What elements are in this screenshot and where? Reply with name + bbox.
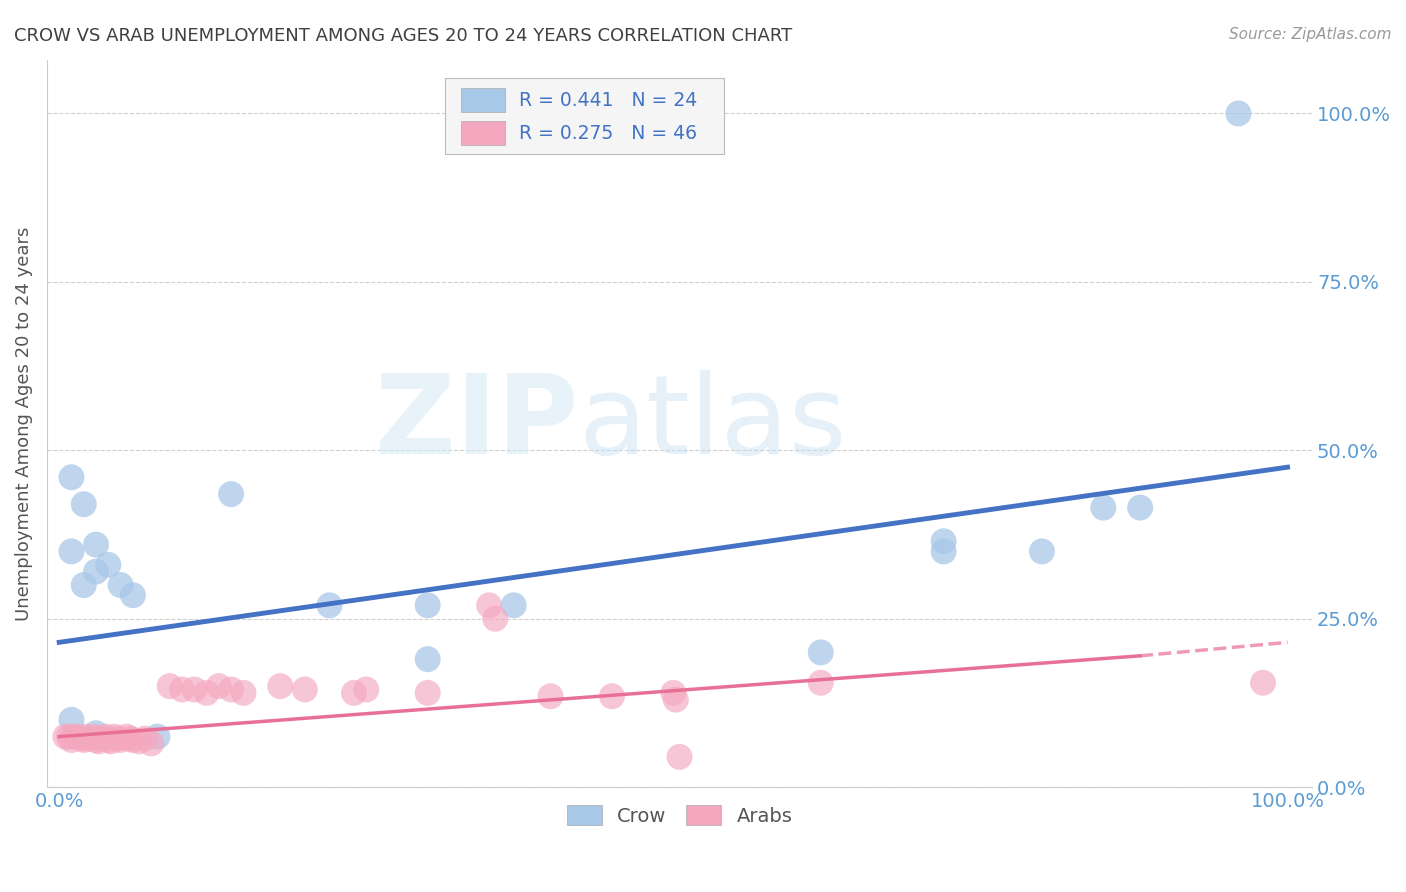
Point [63, 730, 86, 744]
Point [1251, 675, 1274, 690]
Point [97, 558, 120, 572]
Point [84, 733, 107, 747]
Point [84, 565, 107, 579]
Point [478, 599, 501, 613]
Point [219, 682, 242, 697]
Point [416, 599, 439, 613]
Point [70, 731, 93, 746]
Point [100, 734, 122, 748]
Point [94, 730, 117, 744]
Point [932, 544, 955, 558]
Point [75, 730, 97, 744]
Point [356, 682, 378, 697]
Point [662, 686, 685, 700]
Point [810, 645, 832, 659]
Point [141, 736, 163, 750]
Point [810, 675, 832, 690]
Point [502, 599, 524, 613]
Text: Source: ZipAtlas.com: Source: ZipAtlas.com [1229, 27, 1392, 42]
Point [107, 731, 129, 746]
Point [1227, 106, 1250, 120]
Point [134, 731, 156, 746]
Text: CROW VS ARAB UNEMPLOYMENT AMONG AGES 20 TO 24 YEARS CORRELATION CHART: CROW VS ARAB UNEMPLOYMENT AMONG AGES 20 … [14, 27, 793, 45]
Point [232, 686, 254, 700]
Point [1092, 500, 1115, 515]
Point [60, 733, 83, 747]
Point [208, 679, 231, 693]
Point [84, 726, 107, 740]
Point [665, 692, 688, 706]
Point [269, 679, 291, 693]
Point [416, 652, 439, 666]
Point [540, 690, 562, 704]
Point [128, 734, 150, 748]
Point [484, 612, 506, 626]
Point [60, 470, 83, 484]
Point [110, 578, 132, 592]
Point [600, 690, 623, 704]
Point [122, 588, 145, 602]
Point [73, 578, 96, 592]
Point [183, 682, 205, 697]
Point [60, 544, 83, 558]
Point [318, 599, 340, 613]
Point [73, 733, 96, 747]
Point [97, 733, 120, 747]
Point [79, 731, 101, 746]
Point [73, 497, 96, 511]
Legend: Crow, Arabs: Crow, Arabs [557, 796, 803, 836]
Point [60, 713, 83, 727]
Point [146, 730, 169, 744]
Point [932, 534, 955, 549]
Point [1031, 544, 1053, 558]
Point [122, 733, 145, 747]
Point [84, 538, 107, 552]
Point [87, 734, 110, 748]
Text: R = 0.275   N = 46: R = 0.275 N = 46 [519, 124, 697, 143]
Bar [461, 88, 505, 112]
Point [53, 730, 76, 744]
Point [83, 730, 105, 744]
Text: atlas: atlas [578, 370, 846, 477]
Point [103, 730, 125, 744]
Point [195, 686, 218, 700]
Point [91, 731, 114, 746]
Point [1129, 500, 1152, 515]
Point [120, 731, 142, 746]
Point [58, 730, 80, 744]
Point [110, 733, 132, 747]
Bar [461, 120, 505, 145]
Text: ZIP: ZIP [375, 370, 578, 477]
Point [170, 682, 193, 697]
Point [343, 686, 366, 700]
Point [219, 487, 242, 501]
Text: R = 0.441   N = 24: R = 0.441 N = 24 [519, 91, 697, 110]
Point [416, 686, 439, 700]
Point [66, 730, 89, 744]
Point [668, 749, 690, 764]
FancyBboxPatch shape [446, 78, 724, 154]
Y-axis label: Unemployment Among Ages 20 to 24 years: Unemployment Among Ages 20 to 24 years [15, 227, 32, 621]
Point [159, 679, 181, 693]
Point [294, 682, 316, 697]
Point [115, 730, 138, 744]
